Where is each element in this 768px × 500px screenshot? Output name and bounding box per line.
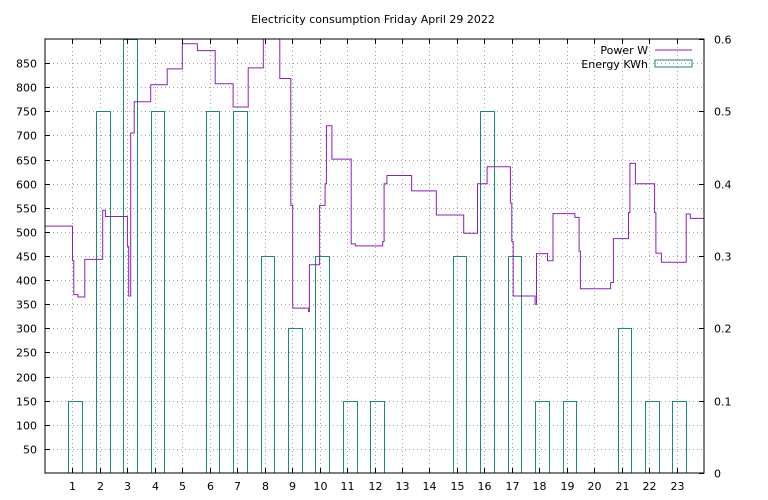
energy-bar <box>343 401 358 473</box>
x-tick-label: 5 <box>179 480 186 493</box>
y-left-tick-label: 550 <box>16 203 37 216</box>
x-tick-label: 2 <box>97 480 104 493</box>
y-left-tick-label: 800 <box>16 82 37 95</box>
x-tick-label: 16 <box>478 480 492 493</box>
power-line <box>45 38 704 312</box>
x-tick-label: 15 <box>451 480 465 493</box>
x-tick-label: 12 <box>369 480 383 493</box>
energy-bar <box>618 328 632 473</box>
x-tick-label: 18 <box>533 480 547 493</box>
energy-bar <box>370 401 385 473</box>
energy-bar <box>315 256 330 473</box>
y-left-tick-label: 750 <box>16 106 37 119</box>
legend: Power W Energy KWh <box>581 44 693 71</box>
x-tick-label: 7 <box>234 480 241 493</box>
axes: 1 2 3 4 5 6 7 8 9 10 11 12 13 14 15 16 17 18 19 20 21 22 23501… <box>16 34 732 494</box>
y-left-tick-label: 250 <box>16 347 37 360</box>
y-right-tick-label: 0.6 <box>714 34 732 47</box>
legend-label-power: Power W <box>600 44 648 57</box>
energy-bars <box>68 39 687 473</box>
y-left-tick-label: 650 <box>16 155 37 168</box>
y-left-tick-label: 350 <box>16 299 37 312</box>
energy-bar <box>151 111 165 473</box>
x-tick-label: 13 <box>396 480 410 493</box>
energy-bar <box>508 256 522 473</box>
y-left-tick-label: 450 <box>16 251 37 264</box>
x-tick-label: 10 <box>314 480 328 493</box>
x-tick-label: 9 <box>289 480 296 493</box>
energy-bar <box>206 111 220 473</box>
x-tick-label: 8 <box>262 480 269 493</box>
energy-bar <box>68 401 83 473</box>
energy-bar <box>288 328 303 473</box>
y-right-tick-label: 0.2 <box>714 323 732 336</box>
y-left-tick-label: 700 <box>16 130 37 143</box>
x-tick-label: 23 <box>671 480 685 493</box>
y-right-tick-label: 0.5 <box>714 106 732 119</box>
energy-bar <box>672 401 687 473</box>
y-left-tick-label: 100 <box>16 420 37 433</box>
y-left-tick-label: 300 <box>16 323 37 336</box>
y-left-tick-label: 200 <box>16 372 37 385</box>
legend-label-energy: Energy KWh <box>581 58 648 71</box>
energy-bar <box>96 111 111 473</box>
energy-bar <box>233 111 248 473</box>
y-right-tick-label: 0.1 <box>714 396 732 409</box>
energy-bar <box>535 401 550 473</box>
grid <box>45 39 704 473</box>
x-tick-label: 20 <box>588 480 602 493</box>
x-tick-label: 6 <box>207 480 214 493</box>
x-tick-label: 11 <box>341 480 355 493</box>
y-right-tick-label: 0.3 <box>714 251 732 264</box>
y-left-tick-label: 150 <box>16 396 37 409</box>
x-tick-label: 3 <box>124 480 131 493</box>
y-left-tick-label: 400 <box>16 275 37 288</box>
x-tick-label: 21 <box>616 480 630 493</box>
y-right-tick-label: 0 <box>714 468 721 481</box>
chart-title: Electricity consumption Friday April 29 … <box>251 13 495 26</box>
y-left-tick-label: 50 <box>23 444 37 457</box>
x-tick-label: 4 <box>152 480 159 493</box>
x-tick-label: 14 <box>423 480 437 493</box>
y-left-tick-label: 850 <box>16 58 37 71</box>
energy-bar <box>645 401 660 473</box>
x-tick-label: 1 <box>69 480 76 493</box>
x-tick-label: 19 <box>561 480 575 493</box>
y-left-tick-label: 500 <box>16 227 37 240</box>
x-tick-label: 17 <box>506 480 520 493</box>
y-left-tick-label: 600 <box>16 179 37 192</box>
energy-bar <box>480 111 495 473</box>
legend-swatch-energy <box>654 59 693 68</box>
energy-bar <box>563 401 577 473</box>
energy-bar <box>261 256 275 473</box>
power-line-group <box>45 38 704 312</box>
x-tick-label: 22 <box>643 480 657 493</box>
y-right-tick-label: 0.4 <box>714 179 732 192</box>
energy-bar <box>453 256 467 473</box>
